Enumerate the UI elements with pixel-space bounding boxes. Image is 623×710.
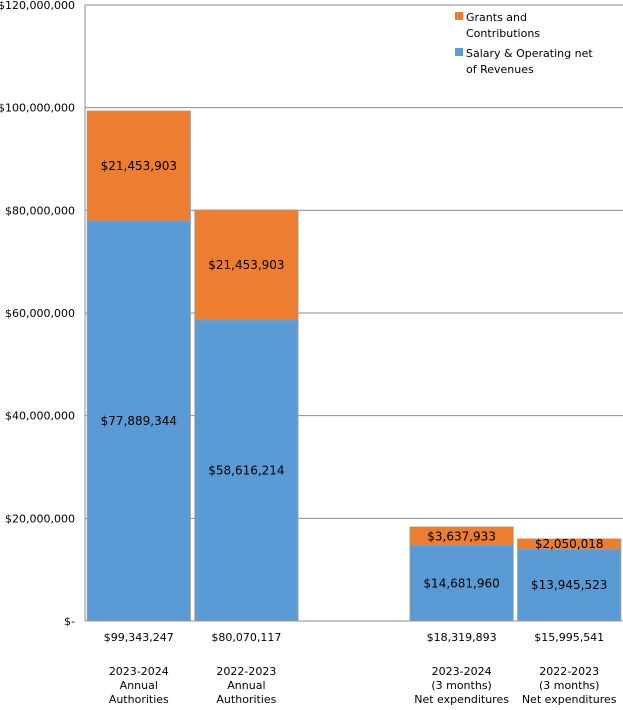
category-total-label: $80,070,117 bbox=[211, 631, 281, 644]
legend-entry: of Revenues bbox=[466, 63, 534, 76]
category-label: Net expenditures bbox=[522, 693, 617, 706]
category-label: Annual bbox=[227, 679, 265, 692]
bars: $77,889,344 $21,453,903 $58,616,214 $21,453… bbox=[86, 110, 622, 622]
category-label: Net expenditures bbox=[414, 693, 509, 706]
bar-segment bbox=[409, 526, 514, 547]
legend-entry: Contributions bbox=[466, 27, 540, 40]
bar-segment bbox=[86, 110, 191, 222]
y-tick-label: $60,000,000 bbox=[5, 307, 75, 320]
bar-segment bbox=[86, 220, 191, 622]
bar-segment bbox=[194, 319, 299, 622]
category-label: Authorities bbox=[109, 693, 169, 706]
y-tick-label: $20,000,000 bbox=[5, 512, 75, 525]
data-label: $14,681,960 bbox=[423, 576, 499, 590]
legend: Grants and Contributions Salary & Operatin… bbox=[455, 11, 593, 76]
category-total-label: $15,995,541 bbox=[534, 631, 604, 644]
category-label: 2022-2023 bbox=[539, 665, 599, 678]
y-axis: $- $20,000,000 $40,000,000 $60,000,000 $80,0… bbox=[0, 0, 86, 628]
x-axis: $99,343,2472023-2024AnnualAuthorities$80… bbox=[104, 631, 617, 706]
legend-swatch bbox=[455, 48, 463, 56]
category-total-label: $99,343,247 bbox=[104, 631, 174, 644]
legend-entry: Grants and bbox=[466, 11, 527, 24]
legend-swatch bbox=[455, 12, 463, 20]
data-label: $77,889,344 bbox=[101, 414, 177, 428]
y-tick-label: $100,000,000 bbox=[0, 102, 75, 115]
category-label: (3 months) bbox=[539, 679, 600, 692]
data-label: $21,453,903 bbox=[208, 258, 284, 272]
bar-segment bbox=[409, 545, 514, 622]
category-label: 2022-2023 bbox=[216, 665, 276, 678]
data-label: $3,637,933 bbox=[427, 529, 496, 543]
y-tick-label: $80,000,000 bbox=[5, 204, 75, 217]
y-tick-label: $- bbox=[64, 615, 75, 628]
data-label: $13,945,523 bbox=[531, 578, 607, 592]
bar-segment bbox=[194, 209, 299, 321]
category-total-label: $18,319,893 bbox=[427, 631, 497, 644]
bar-segment bbox=[517, 538, 622, 550]
category-label: 2023-2024 bbox=[432, 665, 492, 678]
data-label: $58,616,214 bbox=[208, 464, 284, 478]
data-label: $2,050,018 bbox=[535, 537, 604, 551]
category-label: Authorities bbox=[216, 693, 276, 706]
y-tick-label: $40,000,000 bbox=[5, 410, 75, 423]
data-label: $21,453,903 bbox=[101, 159, 177, 173]
legend-entry: Salary & Operating net bbox=[466, 47, 593, 60]
category-label: 2023-2024 bbox=[109, 665, 169, 678]
category-label: (3 months) bbox=[431, 679, 492, 692]
category-label: Annual bbox=[120, 679, 158, 692]
y-tick-label: $120,000,000 bbox=[0, 0, 75, 12]
